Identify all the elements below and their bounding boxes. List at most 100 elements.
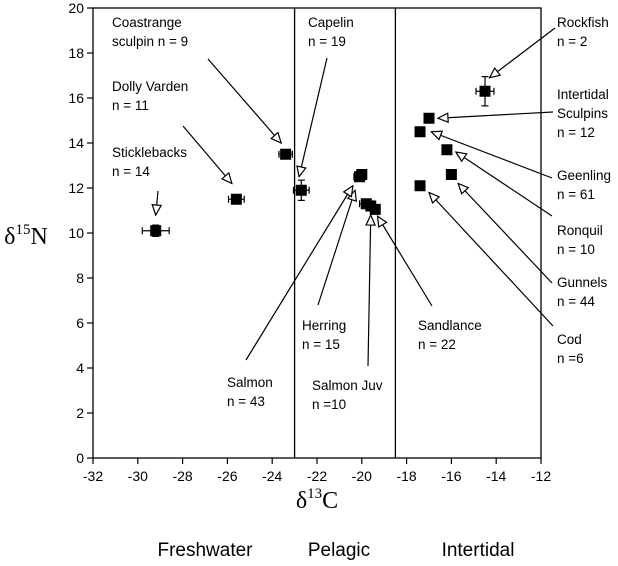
annotation-label: n = 44 [557, 294, 595, 309]
annotation-label: Intertidal [557, 87, 609, 102]
zone-boundaries [293, 8, 397, 458]
data-point [445, 169, 457, 180]
annotation-label: Sandlance [418, 318, 482, 333]
data-point [414, 126, 426, 138]
annotation-label: Rockfish [557, 15, 609, 30]
zone-label-freshwater: Freshwater [157, 540, 253, 561]
annotation-label: Capelin [308, 15, 354, 30]
annotation-label: n = 22 [418, 337, 456, 352]
annotation-label: n =10 [312, 397, 346, 412]
y-tick-label: 16 [68, 90, 84, 106]
y-tick-label: 2 [76, 405, 84, 421]
y-tick-label: 6 [76, 315, 84, 331]
annotation-arrow [456, 152, 553, 217]
annotation-label: n = 61 [557, 187, 595, 202]
x-tick-label: -30 [128, 468, 148, 484]
annotation-label: sculpin n = 9 [112, 34, 188, 49]
annotation-label: n =6 [557, 351, 584, 366]
annotation-label: n = 12 [557, 125, 595, 140]
annotation-label: Cod [557, 332, 582, 347]
x-axis-title: δ13C [296, 486, 338, 514]
annotation-arrow [489, 27, 556, 78]
data-point [230, 193, 242, 205]
annotation-label: n = 10 [557, 242, 595, 257]
annotation-label: Coastrange [112, 15, 182, 30]
zone-label-intertidal: Intertidal [442, 540, 515, 561]
annotation-label: Sculpins [557, 106, 608, 121]
annotation-label: n = 14 [112, 164, 150, 179]
annotation-label: n = 11 [112, 98, 149, 113]
data-points [150, 85, 491, 237]
annotation: Coastrange sculpin n = 9 [112, 15, 281, 143]
data-point [414, 180, 426, 192]
annotation-arrow [458, 184, 553, 284]
x-tick-label: -18 [396, 468, 416, 484]
zone-label-pelagic: Pelagic [308, 540, 370, 561]
data-point [423, 112, 435, 124]
data-point [280, 148, 292, 160]
annotation-label: Salmon Juv [312, 378, 383, 393]
annotation-label: Sticklebacks [112, 145, 187, 160]
y-tick-label: 14 [68, 135, 84, 151]
annotation-arrow [245, 186, 353, 361]
x-tick-label: -20 [352, 468, 372, 484]
annotation-arrow [368, 215, 371, 367]
annotation-arrow [429, 193, 554, 327]
x-tick-label: -16 [441, 468, 461, 484]
annotation: Gunnels n = 44 [458, 184, 608, 309]
annotation-label: Gunnels [557, 275, 608, 290]
data-point [295, 184, 307, 196]
x-tick-label: -14 [486, 468, 506, 484]
x-tick-label: -22 [307, 468, 327, 484]
y-tick-label: 20 [68, 0, 84, 16]
annotation-label: Geenling [557, 168, 611, 183]
annotation: Ronquil n = 10 [456, 152, 603, 257]
y-tick-label: 10 [68, 225, 84, 241]
annotation-label: n = 19 [308, 34, 346, 49]
error-bars [141, 76, 495, 237]
y-tick-label: 8 [76, 270, 84, 286]
annotation-arrow [182, 125, 232, 184]
plot-frame [92, 7, 542, 459]
y-tick-label: 18 [68, 45, 84, 61]
x-tick-label: -12 [531, 468, 551, 484]
annotation-arrow [317, 190, 355, 306]
annotation: Cod n =6 [429, 193, 584, 366]
annotation-arrow [377, 216, 433, 307]
x-tick-label: -26 [217, 468, 237, 484]
annotation: Salmon Juv n =10 [312, 215, 383, 412]
data-point [150, 225, 162, 237]
y-tick-label: 0 [76, 450, 84, 466]
x-tick-label: -32 [83, 468, 103, 484]
zone-labels: Freshwater Pelagic Intertidal [157, 540, 514, 561]
annotation-arrow [156, 190, 158, 215]
y-tick-label: 12 [68, 180, 84, 196]
annotation: Sticklebacks n = 14 [112, 145, 187, 215]
x-tick-label: -24 [262, 468, 282, 484]
annotation-label: n = 43 [227, 394, 265, 409]
annotation-arrow [431, 132, 553, 179]
annotation: Intertidal Sculpins n = 12 [438, 87, 609, 140]
annotation-arrow [438, 111, 554, 118]
annotation-label: Herring [302, 318, 346, 333]
x-tick-label: -28 [172, 468, 192, 484]
data-point [356, 169, 368, 180]
annotation: Geenling n = 61 [431, 132, 611, 202]
annotation: Salmon n = 43 [227, 186, 353, 409]
y-axis-title: δ15N [4, 222, 48, 250]
annotation-arrow [207, 58, 281, 143]
annotation: Rockfish n = 2 [489, 15, 609, 78]
annotation-label: Dolly Varden [112, 79, 188, 94]
annotation-arrow [299, 57, 328, 177]
annotation-label: n = 2 [557, 34, 587, 49]
annotation-label: Ronquil [557, 223, 603, 238]
annotation-label: Salmon [227, 375, 273, 390]
data-point [369, 203, 381, 215]
axis-ticks: -32 -30 -28 -26 -24 -22 -20 -18 -16 -14 -12 0 2 4 6 8 10… [68, 0, 551, 484]
annotation: Sandlance n = 22 [377, 216, 482, 352]
annotation: Dolly Varden n = 11 [112, 79, 232, 184]
annotation: Herring n = 15 [302, 190, 355, 352]
y-tick-label: 4 [76, 360, 84, 376]
